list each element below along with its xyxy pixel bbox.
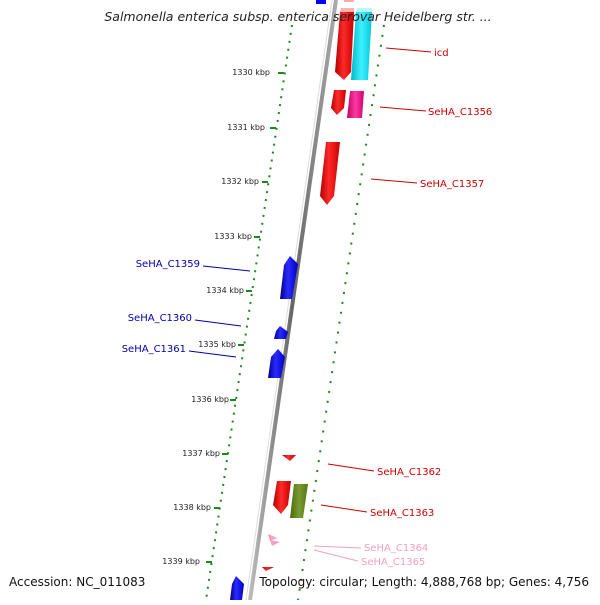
tick-label: 1334 kbp <box>206 286 244 295</box>
leader-1362 <box>327 463 375 472</box>
gene-label-1363[interactable]: SeHA_C1363 <box>370 508 434 519</box>
genome-backbone-shadow <box>245 0 333 601</box>
leader-1357 <box>370 178 418 184</box>
gene-1363-olive[interactable] <box>290 484 308 518</box>
gene-labels: icd SeHA_C1356 SeHA_C1357 SeHA_C1359 SeH… <box>122 48 493 568</box>
genome-backbone <box>248 0 338 601</box>
gene-icd-red[interactable] <box>335 12 354 80</box>
gene-1364[interactable] <box>268 534 278 541</box>
gene-1365[interactable] <box>270 540 280 546</box>
gene-1360[interactable] <box>274 326 288 339</box>
leader-1356 <box>379 106 427 112</box>
reverse-strand-genes <box>230 256 298 600</box>
tick-label: 1333 kbp <box>214 232 252 241</box>
label-leaders <box>188 47 432 562</box>
tick-label: 1336 kbp <box>191 395 229 404</box>
map-title: Salmonella enterica subsp. enterica sero… <box>104 9 491 24</box>
leader-1363 <box>320 504 368 513</box>
tick-label: 1337 kbp <box>182 449 220 458</box>
gene-1363-red[interactable] <box>273 481 291 514</box>
tick-label: 1335 kbp <box>198 340 236 349</box>
gene-icd-cyan-cap <box>356 8 372 12</box>
gene-1356-magenta[interactable] <box>347 91 364 118</box>
gene-label-1360[interactable]: SeHA_C1360 <box>128 313 192 324</box>
gene-top-clipped-blue <box>316 0 326 4</box>
gene-label-1359[interactable]: SeHA_C1359 <box>136 259 200 270</box>
gene-label-1362[interactable]: SeHA_C1362 <box>377 467 441 478</box>
leader-1361 <box>188 350 237 358</box>
leader-icd <box>385 47 432 53</box>
leader-1365 <box>313 549 359 562</box>
gene-label-icd[interactable]: icd <box>434 48 449 59</box>
gene-1362[interactable] <box>282 455 296 461</box>
gene-bottom-red <box>262 567 274 571</box>
gene-top-clipped-pink <box>344 0 354 2</box>
gene-label-1357[interactable]: SeHA_C1357 <box>420 179 484 190</box>
gene-1361[interactable] <box>268 349 285 378</box>
leader-1359 <box>202 265 251 272</box>
gene-label-1364[interactable]: SeHA_C1364 <box>364 543 428 554</box>
gene-label-1365[interactable]: SeHA_C1365 <box>361 557 425 568</box>
gene-icd-pink-cap <box>340 8 354 12</box>
forward-strand-genes <box>262 8 372 571</box>
tick-label: 1330 kbp <box>232 68 270 77</box>
gene-label-1361[interactable]: SeHA_C1361 <box>122 344 186 355</box>
summary-text: Topology: circular; Length: 4,888,768 bp… <box>258 575 589 589</box>
gene-1357[interactable] <box>320 142 340 205</box>
tick-label: 1331 kbp <box>227 123 265 132</box>
gene-label-1356[interactable]: SeHA_C1356 <box>428 107 492 118</box>
accession-text: Accession: NC_011083 <box>9 575 145 589</box>
gene-1356-red[interactable] <box>331 90 346 115</box>
tick-label: 1338 kbp <box>173 503 211 512</box>
outer-tick-track <box>297 24 385 601</box>
gene-1359[interactable] <box>280 256 298 299</box>
leader-1360 <box>194 319 242 327</box>
tick-label: 1332 kbp <box>221 177 259 186</box>
gene-icd-cyan[interactable] <box>351 12 372 80</box>
scale-ticks: 1330 kbp 1331 kbp 1332 kbp 1333 kbp 1334… <box>162 68 284 566</box>
tick-label: 1339 kbp <box>162 557 200 566</box>
inner-tick-track <box>205 24 293 601</box>
leader-1364 <box>313 545 362 549</box>
gene-bottom-blue <box>230 576 244 600</box>
